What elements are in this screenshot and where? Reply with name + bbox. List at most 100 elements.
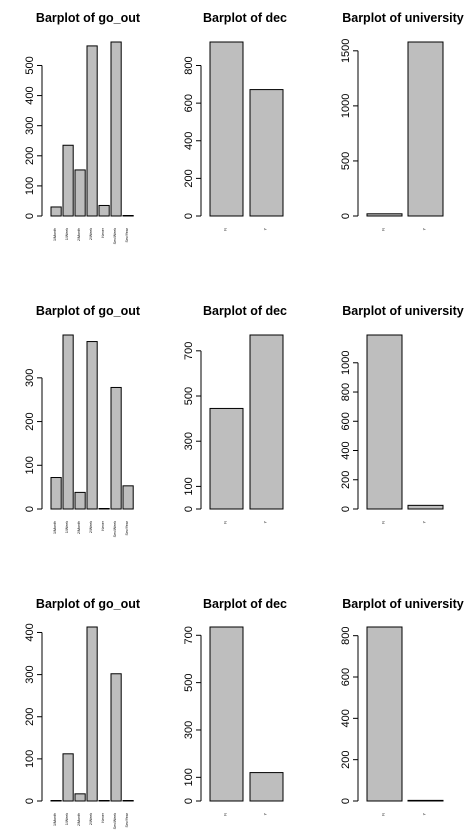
x-tick-label: Y	[423, 812, 427, 815]
x-tick-label: 2/Month	[77, 521, 81, 534]
x-tick-label: Y	[264, 227, 268, 230]
bar	[50, 206, 62, 217]
y-tick-label: 200	[24, 147, 36, 165]
x-tick-label: Sev/Year	[125, 227, 129, 242]
x-tick-label: N	[382, 521, 386, 524]
y-tick-label: 1000	[340, 351, 352, 375]
x-tick-label: Never	[101, 520, 105, 530]
y-tick-label: 0	[340, 506, 352, 512]
bar	[366, 334, 403, 510]
x-tick-label: 2/Week	[89, 521, 93, 533]
bar	[62, 753, 74, 802]
chart-title: Barplot of dec	[203, 11, 287, 25]
y-tick-label: 200	[183, 169, 195, 187]
bar	[122, 215, 134, 217]
barplot-panel-6: Barplot of university 0 200 400 600 800 1000 N Y	[340, 304, 464, 524]
y-tick-label: 300	[24, 369, 36, 387]
y-tick-label: 0	[24, 213, 36, 219]
y-tick-label: 0	[24, 506, 36, 512]
bar	[74, 793, 86, 802]
y-tick-label: 0	[24, 798, 36, 804]
bar	[110, 41, 122, 217]
bar	[122, 485, 134, 510]
y-tick-label: 200	[24, 708, 36, 726]
x-tick-label: 1/Week	[65, 228, 69, 240]
bar	[50, 800, 62, 802]
y-tick-label: 300	[24, 117, 36, 135]
x-tick-label: Sev/Year	[125, 812, 129, 827]
y-tick-label: 200	[340, 471, 352, 489]
bar	[98, 204, 110, 217]
x-tick-label: Never	[101, 227, 105, 237]
bar	[249, 89, 284, 217]
y-tick-label: 100	[24, 750, 36, 768]
x-tick-label: 1/Month	[53, 813, 57, 826]
bar	[249, 772, 284, 802]
chart-title: Barplot of go_out	[36, 11, 141, 25]
y-tick-label: 400	[24, 86, 36, 104]
x-tick-label: N	[224, 813, 228, 816]
y-tick-label: 500	[24, 56, 36, 74]
barplot-panel-2: Barplot of dec 0 200 400 600 800 N Y	[183, 11, 287, 231]
bar	[209, 626, 244, 802]
y-tick-label: 0	[340, 213, 352, 219]
y-tick-label: 800	[183, 56, 195, 74]
barplot-panel-4: Barplot of go_out 0 100 200 300 1/Month 1/Week…	[24, 304, 141, 537]
bar	[122, 800, 134, 802]
x-tick-label: 1/Week	[65, 521, 69, 533]
y-tick-label: 600	[340, 668, 352, 686]
x-tick-label: N	[224, 521, 228, 524]
x-tick-label: 1/Month	[53, 521, 57, 534]
chart-title: Barplot of university	[342, 11, 464, 25]
chart-title: Barplot of university	[342, 304, 464, 318]
x-tick-label: Sev/Year	[125, 520, 129, 535]
x-tick-label: Sev/Week	[113, 521, 117, 538]
x-tick-label: Never	[101, 812, 105, 822]
y-tick-label: 100	[183, 768, 195, 786]
y-tick-label: 500	[183, 387, 195, 405]
x-tick-label: N	[382, 228, 386, 231]
y-tick-label: 300	[24, 665, 36, 683]
x-tick-label: Y	[264, 520, 268, 523]
x-tick-label: 2/Month	[77, 813, 81, 826]
y-tick-label: 400	[340, 441, 352, 459]
bar	[62, 334, 74, 510]
chart-title: Barplot of go_out	[36, 597, 141, 611]
y-tick-label: 1500	[340, 39, 352, 63]
x-tick-label: 1/Week	[65, 813, 69, 825]
bar	[110, 673, 122, 802]
y-tick-label: 700	[183, 626, 195, 644]
bar	[366, 213, 403, 217]
y-tick-label: 400	[340, 709, 352, 727]
y-tick-label: 500	[183, 673, 195, 691]
chart-title: Barplot of university	[342, 597, 464, 611]
y-tick-label: 600	[183, 94, 195, 112]
x-tick-label: Sev/Week	[113, 228, 117, 245]
bar	[50, 477, 62, 510]
bar	[209, 41, 244, 217]
y-tick-label: 0	[183, 506, 195, 512]
y-tick-label: 800	[340, 626, 352, 644]
barplot-panel-1: Barplot of go_out 0 100 200 300 400 500 1/Month…	[24, 11, 141, 244]
chart-title: Barplot of go_out	[36, 304, 141, 318]
bar	[98, 800, 110, 802]
y-tick-label: 100	[183, 477, 195, 495]
bar	[62, 144, 74, 217]
y-tick-label: 400	[24, 623, 36, 641]
x-tick-label: Y	[264, 812, 268, 815]
y-tick-label: 200	[340, 750, 352, 768]
y-tick-label: 1000	[340, 94, 352, 118]
chart-title: Barplot of dec	[203, 597, 287, 611]
barplot-panel-5: Barplot of dec 0 100 300 500 700 N Y	[183, 304, 287, 524]
y-tick-label: 200	[24, 412, 36, 430]
bar	[407, 799, 444, 802]
barplot-panel-7: Barplot of go_out 0 100 200 300 400 1/Month 1/W…	[24, 597, 141, 829]
y-tick-label: 100	[24, 177, 36, 195]
y-tick-label: 300	[183, 721, 195, 739]
barplot-panel-9: Barplot of university 0 200 400 600 800 N Y	[340, 597, 464, 816]
x-tick-label: Y	[423, 520, 427, 523]
bar	[249, 334, 284, 510]
bar	[86, 341, 98, 510]
y-tick-label: 300	[183, 432, 195, 450]
